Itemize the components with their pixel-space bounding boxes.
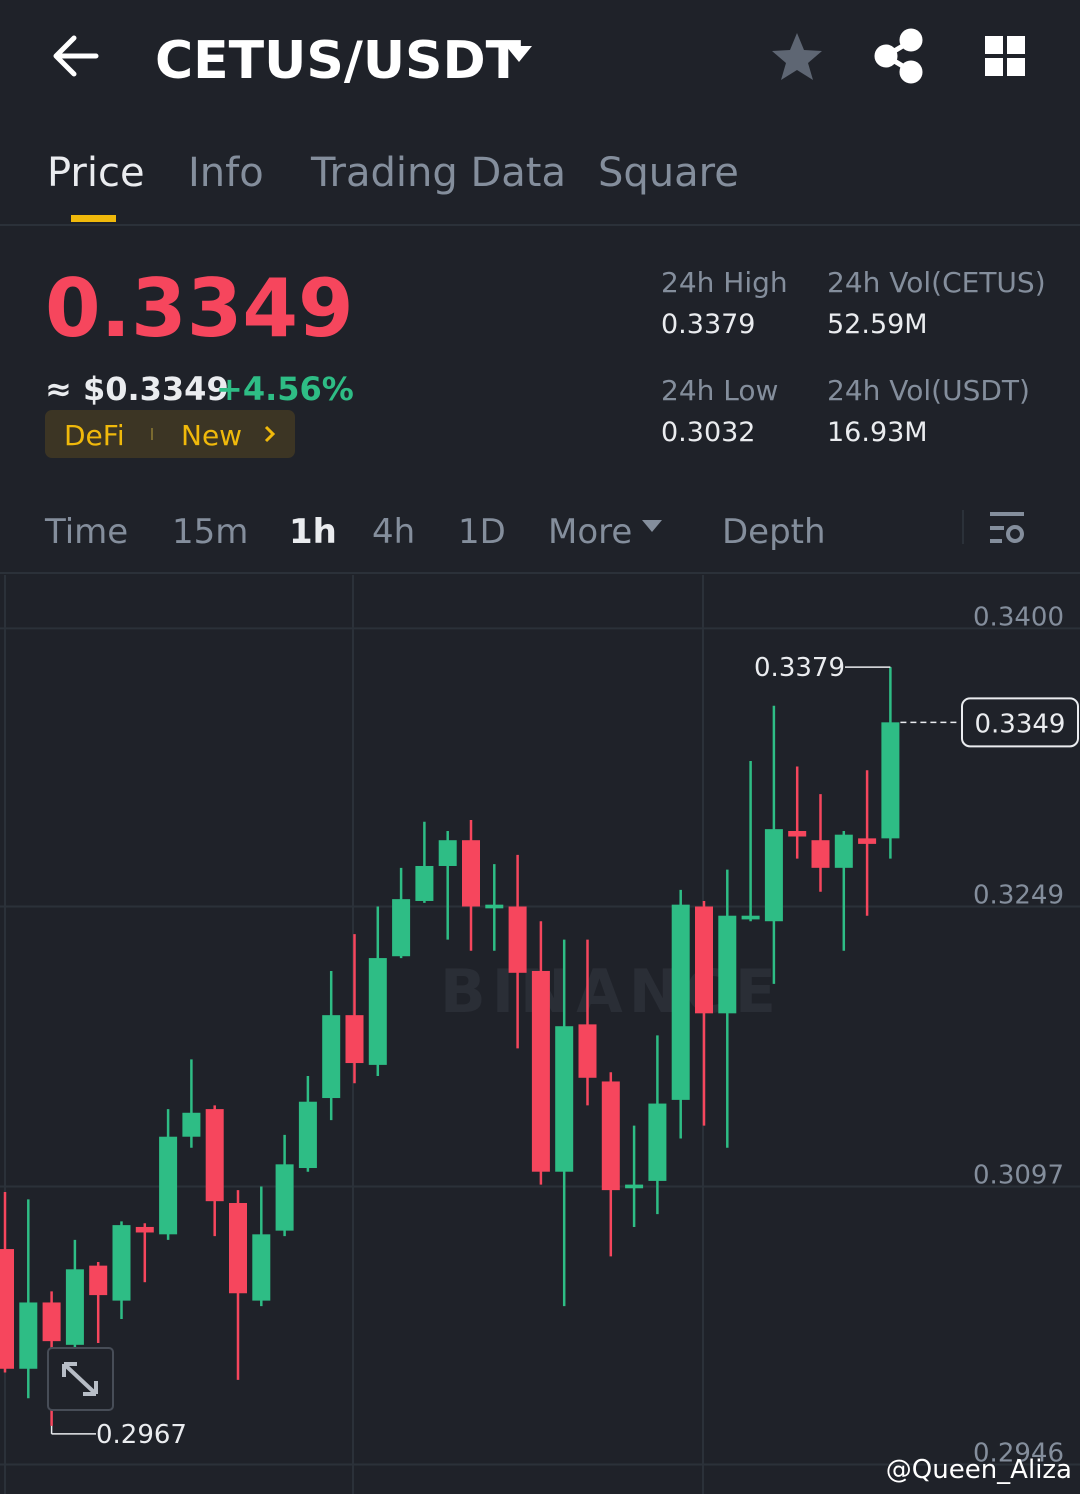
y-tick-label: 0.3400: [973, 602, 1064, 632]
tag-box[interactable]: [45, 410, 295, 458]
pair-title[interactable]: CETUS/USDT: [155, 31, 522, 91]
tag[interactable]: DeFi: [64, 419, 125, 452]
interval[interactable]: Time: [44, 512, 128, 552]
candle-body: [298, 1101, 317, 1169]
candle-body: [368, 958, 387, 1065]
candle-body: [485, 904, 504, 909]
candle-body: [718, 915, 737, 1014]
user-watermark: @Queen_Aliza: [886, 1455, 1072, 1485]
stat-label: 24h Low: [661, 374, 778, 407]
stat-label: 24h High: [661, 266, 788, 299]
candle-body: [135, 1226, 154, 1233]
y-tick-label: 0.3097: [973, 1160, 1064, 1190]
tab[interactable]: Trading Data: [310, 150, 566, 196]
tab[interactable]: Info: [188, 150, 264, 196]
tab-indicator: [71, 215, 116, 222]
share-icon[interactable]: [874, 28, 923, 84]
candle-body: [531, 970, 550, 1172]
candle-body: [182, 1112, 201, 1137]
separator: [962, 510, 964, 544]
interval[interactable]: More: [548, 512, 632, 552]
candle-body: [811, 840, 830, 868]
candle-body: [462, 840, 480, 907]
interval[interactable]: Depth: [722, 512, 826, 552]
fiat-price: ≈ $0.3349: [45, 370, 229, 408]
candle-body: [229, 1203, 247, 1294]
more-dropdown[interactable]: [642, 520, 662, 532]
divider: [0, 572, 1080, 574]
low-label: 0.2967: [96, 1420, 187, 1450]
candle-body: [438, 840, 457, 866]
candle-body: [345, 1015, 364, 1064]
candle-body: [625, 1184, 644, 1189]
candle-body: [252, 1234, 271, 1301]
candle-body: [858, 838, 877, 844]
stat-label: 24h Vol(USDT): [827, 374, 1030, 407]
candle-body: [788, 830, 807, 837]
interval[interactable]: 4h: [372, 512, 415, 552]
favorite-icon[interactable]: [772, 33, 822, 80]
pair-dropdown[interactable]: [506, 46, 532, 62]
stat-value: 52.59M: [827, 309, 928, 340]
back-button[interactable]: [53, 35, 99, 77]
tag-chevron: [264, 425, 276, 443]
settings-icon[interactable]: [990, 512, 1024, 543]
candle-body: [19, 1302, 38, 1369]
candle-body: [834, 834, 853, 868]
interval[interactable]: 1D: [458, 512, 506, 552]
last-price: 0.3349: [45, 262, 354, 355]
interval[interactable]: 15m: [172, 512, 248, 552]
price-change: +4.56%: [216, 370, 354, 408]
candle-body: [508, 906, 527, 973]
tab[interactable]: Square: [598, 150, 739, 196]
candle-body: [322, 1015, 341, 1099]
candle-body: [741, 915, 760, 920]
candle-body: [392, 899, 411, 957]
candle-body: [42, 1302, 61, 1342]
divider: [0, 224, 1080, 226]
stat-value: 0.3379: [661, 309, 755, 340]
candle-body: [159, 1136, 178, 1235]
stat-value: 0.3032: [661, 417, 755, 448]
candle-body: [695, 906, 713, 1014]
last-price-box: [961, 697, 1079, 748]
candle-body: [415, 865, 434, 901]
menu-icon[interactable]: [985, 36, 1025, 76]
candle-body: [881, 722, 900, 839]
last-price-label: 0.3349: [975, 709, 1066, 739]
high-label: 0.3379: [754, 653, 845, 683]
candle-body: [648, 1103, 667, 1181]
candle-body: [764, 829, 783, 922]
candle-body: [205, 1109, 224, 1202]
candle-body: [65, 1269, 84, 1345]
stat-value: 16.93M: [827, 417, 928, 448]
candle-body: [0, 1249, 14, 1369]
interval[interactable]: 1h: [289, 512, 337, 552]
candle-body: [601, 1081, 620, 1191]
y-tick-label: 0.2946: [973, 1439, 1064, 1469]
y-tick-label: 0.3249: [973, 881, 1064, 911]
tab[interactable]: Price: [47, 150, 145, 196]
candle-body: [671, 904, 690, 1100]
candle-body: [112, 1225, 131, 1301]
stat-label: 24h Vol(CETUS): [827, 266, 1046, 299]
tag[interactable]: New: [181, 419, 242, 452]
expand-button[interactable]: [47, 1347, 114, 1411]
candle-body: [555, 1026, 574, 1172]
candle-body: [89, 1265, 108, 1296]
candle-body: [578, 1024, 597, 1078]
chart: BINANCE0.34000.32490.30970.29460.33790.2…: [0, 575, 1080, 1494]
tag-separator: [151, 428, 153, 440]
candle-body: [275, 1164, 294, 1231]
